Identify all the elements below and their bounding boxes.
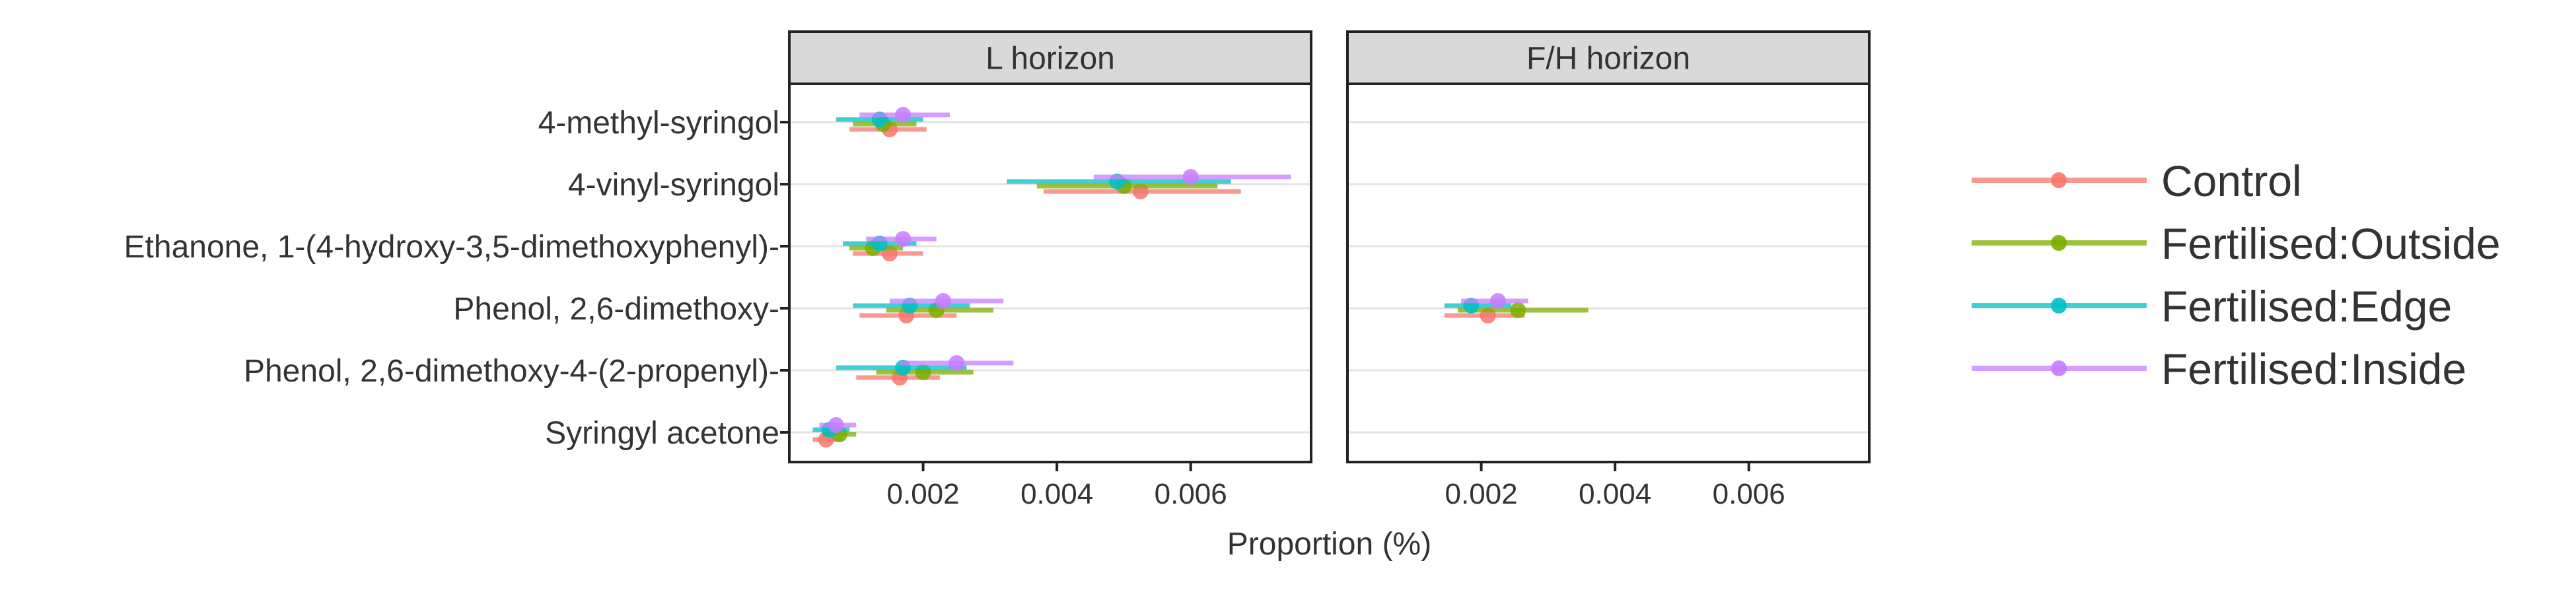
point-fertilised-inside (1182, 169, 1199, 185)
legend-label: Fertilised:Edge (2161, 282, 2452, 331)
y-tick-label: Ethanone, 1-(4-hydroxy-3,5-dimethoxyphen… (124, 230, 779, 265)
point-fertilised-inside (948, 355, 965, 371)
x-axis-label: Proportion (%) (1227, 527, 1431, 562)
legend-label: Fertilised:Inside (2161, 345, 2466, 393)
panel-title: L horizon (985, 42, 1115, 77)
legend-key-point (2051, 360, 2067, 376)
x-tick-label: 0.004 (1579, 478, 1651, 510)
x-tick-label: 0.002 (1445, 478, 1518, 510)
point-fertilised-inside (828, 417, 844, 433)
panel-title: F/H horizon (1526, 42, 1690, 77)
legend-label: Fertilised:Outside (2161, 219, 2501, 268)
x-tick-label: 0.006 (1713, 478, 1785, 510)
point-fertilised-inside (1489, 293, 1506, 309)
x-tick-label: 0.006 (1155, 478, 1227, 510)
panel-border (788, 83, 1312, 463)
point-fertilised-inside (935, 293, 951, 309)
panel-strip (1346, 30, 1871, 85)
point-fertilised-inside (895, 231, 912, 247)
panel-background (1347, 84, 1869, 462)
point-fertilised-inside (895, 107, 912, 123)
legend-key-point (2051, 235, 2067, 251)
x-tick-label: 0.004 (1020, 478, 1093, 510)
panel-border (1346, 83, 1871, 463)
legend-label: Control (2161, 156, 2302, 205)
legend-key-point (2051, 172, 2067, 188)
point-fertilised-outside (1510, 302, 1526, 318)
y-tick-label: Phenol, 2,6-dimethoxy-4-(2-propenyl)- (244, 354, 779, 389)
y-tick-label: 4-vinyl-syringol (568, 168, 779, 203)
panel-background (789, 84, 1311, 462)
x-tick-label: 0.002 (887, 478, 960, 510)
legend-key-point (2051, 298, 2067, 314)
panel-strip (788, 30, 1312, 85)
y-tick-label: Syringyl acetone (545, 416, 779, 451)
y-tick-label: Phenol, 2,6-dimethoxy- (453, 292, 779, 327)
y-tick-label: 4-methyl-syringol (538, 106, 779, 141)
